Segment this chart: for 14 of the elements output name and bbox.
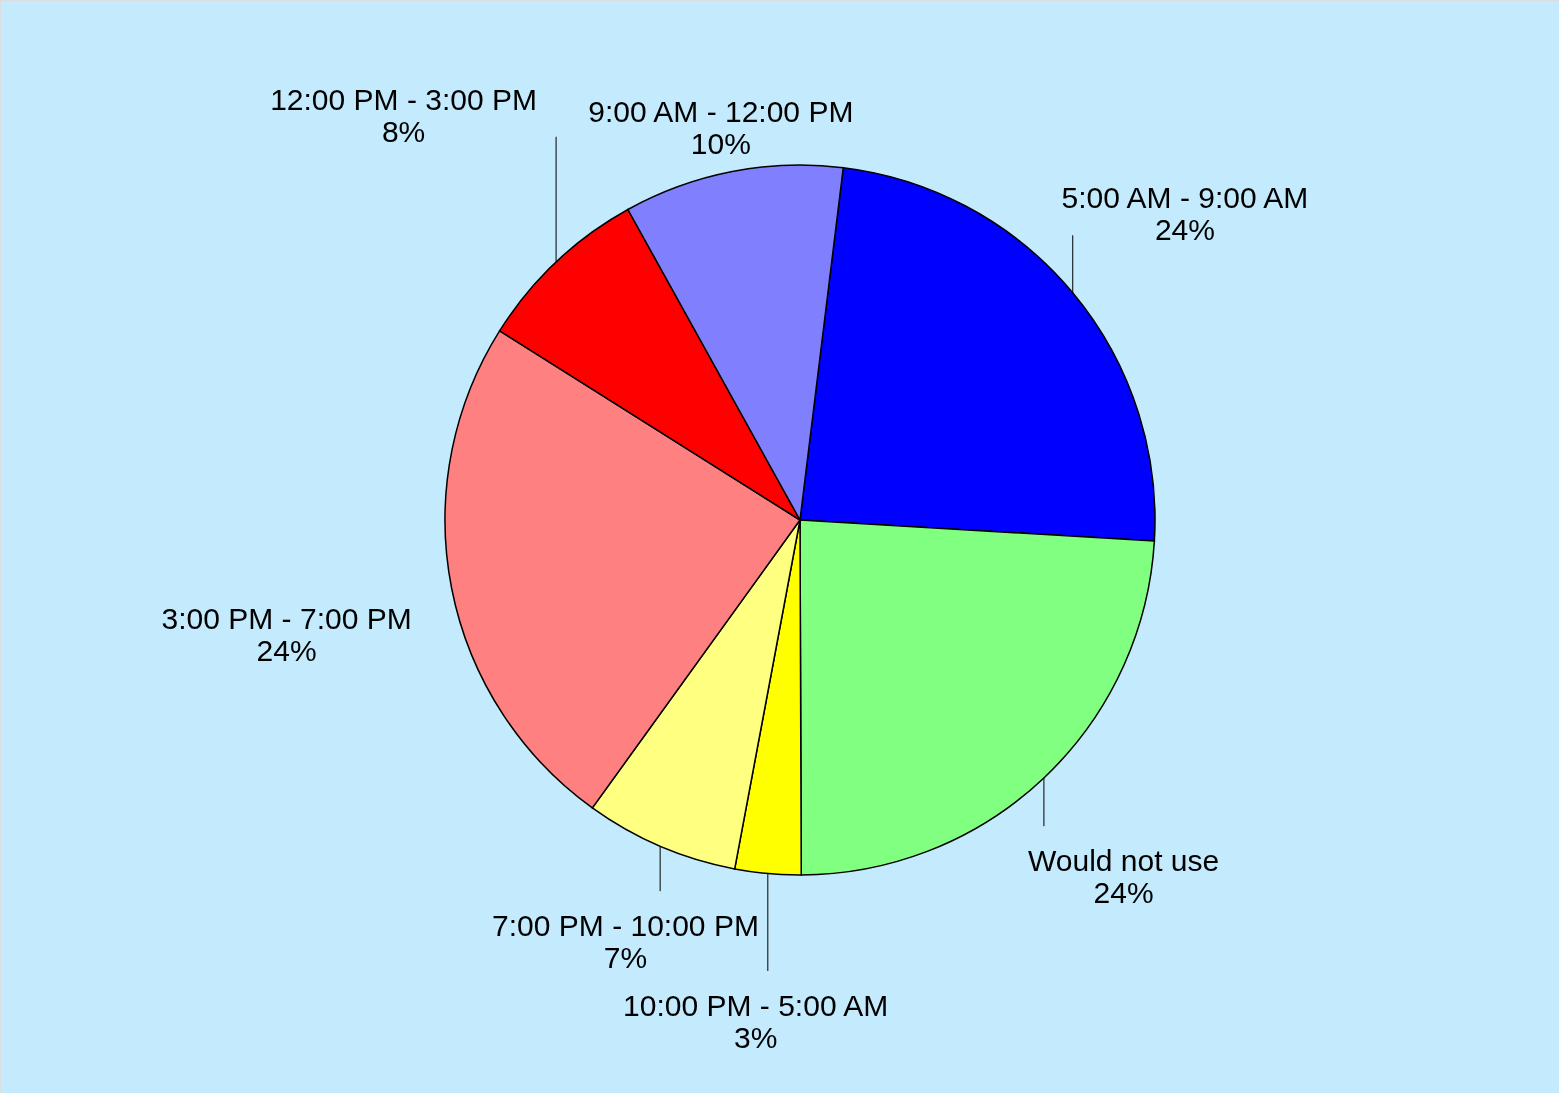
slice-label: 7:00 PM - 10:00 PM: [492, 909, 759, 943]
slice-label: Would not use: [1027, 844, 1220, 878]
data-label: 24%: [1154, 213, 1215, 247]
slice-label: 9:00 AM - 12:00 PM: [588, 94, 854, 128]
data-label: 3%: [734, 1020, 778, 1054]
slice-label: 5:00 AM - 9:00 AM: [1061, 181, 1309, 215]
data-label: 10%: [690, 126, 751, 160]
data-label: 8%: [381, 114, 426, 148]
data-label: 7%: [603, 941, 648, 975]
slice-label: 3:00 PM - 7:00 PM: [161, 601, 412, 635]
slice-label: 10:00 PM - 5:00 AM: [623, 988, 889, 1022]
data-label: 24%: [256, 633, 317, 667]
data-label: 24%: [1093, 876, 1154, 910]
slice-label: 12:00 PM - 3:00 PM: [270, 82, 537, 116]
